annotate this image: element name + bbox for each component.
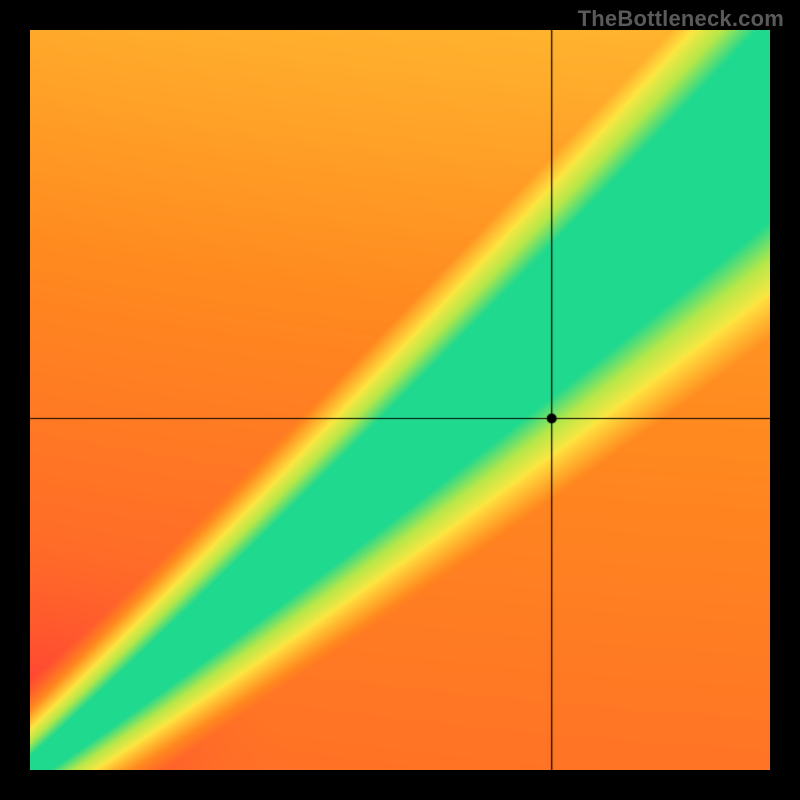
heatmap-canvas <box>30 30 770 770</box>
watermark-text: TheBottleneck.com <box>578 6 784 32</box>
plot-area <box>30 30 770 770</box>
chart-container: TheBottleneck.com <box>0 0 800 800</box>
